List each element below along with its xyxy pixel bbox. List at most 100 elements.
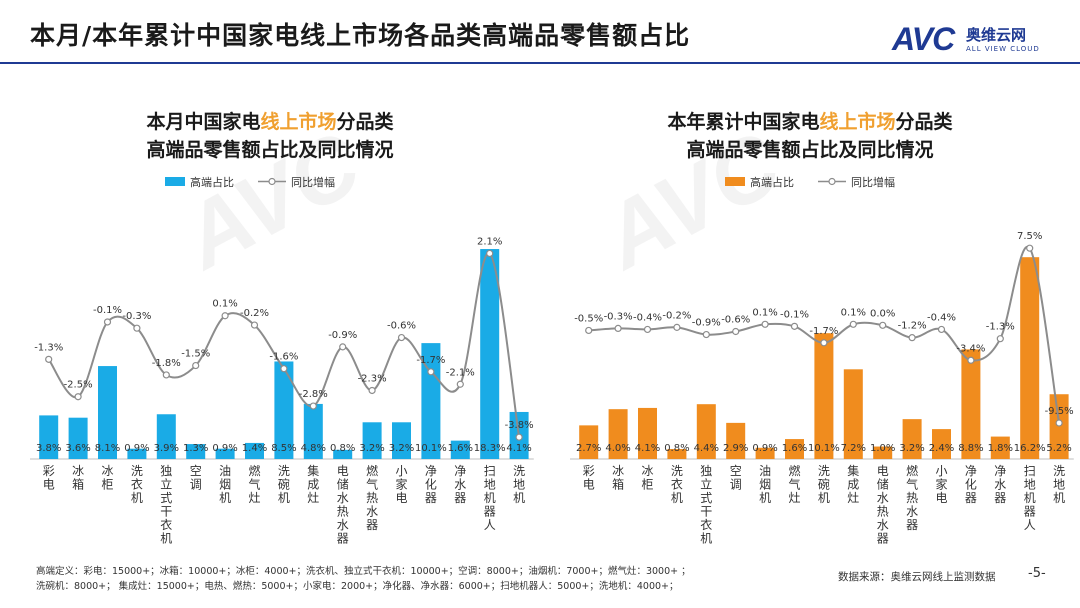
category-label: 扫地机器人 [484, 464, 496, 532]
bar-value-label: 4.1% [506, 443, 531, 454]
category-label: 洗碗机 [278, 464, 290, 505]
yoy-marker [908, 334, 916, 342]
bar [392, 422, 411, 459]
bar-value-label: 0.9% [124, 443, 149, 454]
yoy-marker [397, 333, 406, 342]
yoy-marker [250, 321, 259, 329]
chart-title-part1: 本年累计中国家电 [667, 111, 820, 133]
category-label: 洗衣机 [131, 464, 143, 505]
yoy-marker [368, 386, 376, 395]
bar-value-label: 1.6% [782, 443, 807, 454]
bar-value-label: 1.0% [870, 443, 895, 454]
bar [873, 446, 893, 459]
bar [755, 447, 775, 459]
bar [68, 417, 88, 459]
legend-bar-swatch [725, 177, 745, 186]
bar [579, 425, 599, 459]
bar-value-label: 10.1% [415, 443, 447, 454]
yoy-markers [585, 244, 1063, 427]
category-label: 冰箱 [72, 464, 84, 492]
bar [156, 414, 176, 459]
bar [1020, 257, 1040, 459]
bar [421, 343, 441, 459]
category-label: 净水器 [454, 464, 466, 505]
category-label: 燃气热水器 [366, 463, 378, 532]
chart-title-part2: 分品类 [336, 111, 394, 133]
bar-value-label: 0.9% [212, 443, 237, 454]
yoy-value-label: -0.1% [93, 305, 122, 316]
bar-value-label: 3.2% [359, 443, 384, 454]
bar-series [39, 249, 529, 459]
bar-value-label: 3.2% [899, 443, 924, 454]
bar [726, 422, 746, 459]
yoy-value-label: -0.9% [328, 330, 357, 341]
bar-value-label: 4.0% [605, 443, 630, 454]
chart-title-highlight: 线上市场 [819, 111, 896, 133]
category-label: 电储水热水器 [877, 464, 889, 546]
yoy-value-label: -0.1% [780, 309, 809, 320]
bar [127, 448, 147, 459]
bar [990, 436, 1010, 459]
yoy-value-label: -0.2% [662, 310, 691, 321]
bar-value-label: 8.5% [271, 443, 296, 454]
yoy-value-label: -1.2% [898, 321, 927, 332]
category-label: 小家电 [935, 464, 947, 505]
legend-bar-label: 高端占比 [750, 175, 794, 189]
bar-series [579, 257, 1069, 459]
bar [274, 361, 294, 459]
yoy-marker [280, 365, 288, 373]
yoy-value-label: -0.5% [574, 313, 603, 324]
bar-value-label: 1.4% [242, 443, 267, 454]
category-label: 燃气灶 [248, 463, 260, 505]
bar-value-label: 4.4% [694, 443, 719, 454]
category-label: 集成灶 [307, 463, 319, 505]
category-label: 冰柜 [641, 464, 653, 492]
yoy-value-label: -0.4% [927, 312, 956, 323]
yoy-marker [937, 325, 946, 334]
yoy-marker [673, 323, 681, 331]
bar [961, 349, 981, 459]
bar-value-label: 4.8% [301, 443, 326, 454]
yoy-marker [515, 433, 523, 441]
yoy-marker [133, 324, 141, 332]
legend-line-marker [268, 177, 276, 186]
category-label: 洗地机 [1053, 464, 1065, 505]
bar-value-label: 8.1% [95, 443, 120, 454]
yoy-marker [761, 320, 769, 328]
bar-value-label: 3.9% [154, 443, 179, 454]
yoy-value-label: -0.2% [240, 308, 269, 319]
yoy-markers [45, 249, 523, 441]
chart-svg: 高端占比 同比增幅 3.8% 3.6% 8.1% 0.9% 3.9% 1.3% 0.9% 1.4%… [30, 175, 534, 546]
yoy-marker [456, 380, 464, 388]
yoy-value-label: -0.4% [633, 312, 662, 323]
yoy-marker [221, 312, 229, 320]
bar [1049, 394, 1069, 459]
chart-title-part2: 分品类 [895, 111, 953, 133]
chart-title-line2: 高端品零售额占比及同比情况 [686, 139, 934, 161]
category-label: 小家电 [395, 464, 407, 505]
yoy-value-label: 0.1% [752, 307, 777, 318]
data-source: 数据来源：奥维云网线上监测数据 [838, 571, 996, 583]
category-label: 彩电 [583, 464, 595, 492]
chart-title-part1: 本月中国家电 [146, 111, 261, 133]
legend-line-label: 同比增幅 [291, 175, 335, 189]
page-number: -5- [1028, 566, 1046, 581]
bar [843, 369, 863, 459]
yoy-marker [732, 327, 740, 336]
category-label: 独立式干衣机 [700, 464, 712, 546]
yoy-value-label: 2.1% [477, 236, 502, 247]
bar-value-label: 0.8% [664, 443, 689, 454]
yoy-value-label: -1.3% [34, 342, 63, 353]
logo-mark: AVC [892, 21, 955, 57]
logo-english-name: ALL VIEW CLOUD [966, 45, 1040, 53]
yoy-marker [967, 356, 975, 364]
bar [186, 444, 206, 459]
yoy-value-labels: -0.5% -0.3% -0.4% -0.2%-0.9% -0.6%0.1% -0.1%-… [574, 231, 1073, 417]
bar [932, 429, 951, 459]
category-label: 油烟机 [759, 464, 771, 505]
yoy-marker [74, 393, 82, 401]
yoy-value-label: -2.5% [64, 380, 93, 391]
yoy-marker [790, 322, 799, 330]
bar-value-label: 16.2% [1014, 443, 1046, 454]
